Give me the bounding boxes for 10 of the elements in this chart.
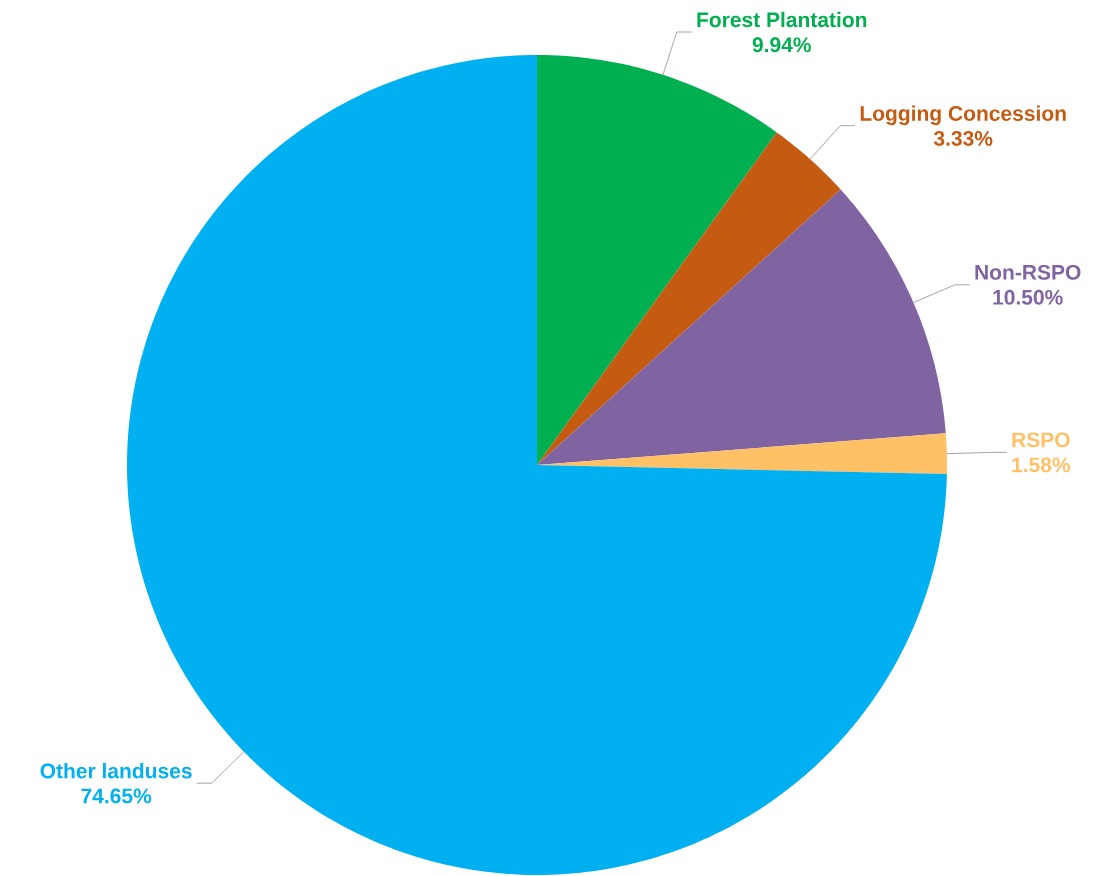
slice-label: Non-RSPO: [975, 264, 1081, 280]
slice-label: RSPO: [1012, 432, 1070, 448]
data-label: 10.50%: [993, 289, 1063, 305]
data-label: 74.65%: [81, 788, 152, 804]
slice-label: Other landuses: [40, 762, 192, 779]
slice-label: Logging Concession: [860, 105, 1066, 126]
data-label: 9.94%: [752, 37, 811, 53]
slice-label: Forest Plantation: [697, 11, 867, 28]
data-label: 3.33%: [933, 131, 993, 146]
data-label: 1.58%: [1012, 457, 1071, 473]
